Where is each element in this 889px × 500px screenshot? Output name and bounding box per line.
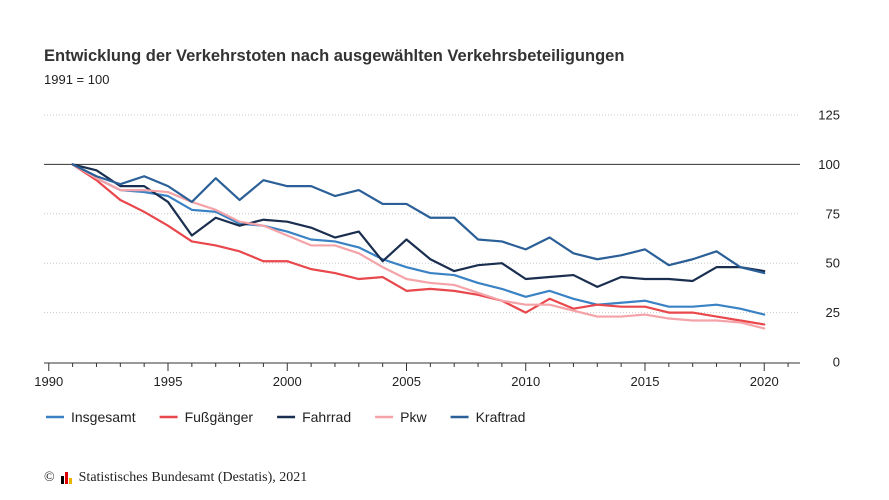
series-lines — [71, 163, 766, 330]
x-tick-label: 2015 — [631, 374, 660, 389]
source-note: © Statistisches Bundesamt (Destatis), 20… — [44, 470, 307, 486]
chart-subtitle: 1991 = 100 — [44, 72, 110, 87]
series-line-insgesamt — [71, 163, 766, 316]
series-line-fahrrad — [71, 163, 766, 289]
x-tick-label: 2020 — [750, 374, 779, 389]
legend-label-insgesamt: Insgesamt — [71, 409, 136, 425]
chart-title: Entwicklung der Verkehrstoten nach ausge… — [44, 47, 625, 65]
y-tick-label: 125 — [818, 108, 840, 123]
x-axis: 1990 1995 2000 2005 2010 2015 2020 — [34, 362, 800, 389]
legend-label-fußgänger: Fußgänger — [185, 409, 254, 425]
destatis-flag-bars-icon — [60, 472, 72, 484]
y-tick-label: 25 — [826, 305, 840, 320]
x-tick-label: 1990 — [34, 374, 63, 389]
y-tick-label: 75 — [826, 206, 840, 221]
legend: Insgesamt Fußgänger Fahrrad Pkw Kraftrad — [46, 409, 525, 425]
legend-label-fahrrad: Fahrrad — [302, 409, 351, 425]
y-tick-label: 0 — [833, 355, 840, 370]
y-tick-label: 50 — [826, 256, 840, 271]
legend-label-pkw: Pkw — [400, 409, 427, 425]
y-tick-label: 100 — [818, 157, 840, 172]
x-tick-label: 1995 — [154, 374, 183, 389]
copyright-symbol: © — [44, 470, 55, 485]
y-axis: 0 25 50 75 100 125 — [818, 108, 840, 370]
x-tick-label: 2010 — [511, 374, 540, 389]
source-text: Statistisches Bundesamt (Destatis), 2021 — [78, 470, 308, 485]
legend-label-kraftrad: Kraftrad — [476, 409, 526, 425]
series-line-kraftrad — [71, 163, 766, 275]
x-tick-label: 2000 — [273, 374, 302, 389]
series-line-fußgänger — [71, 163, 766, 326]
x-tick-label: 2005 — [392, 374, 421, 389]
